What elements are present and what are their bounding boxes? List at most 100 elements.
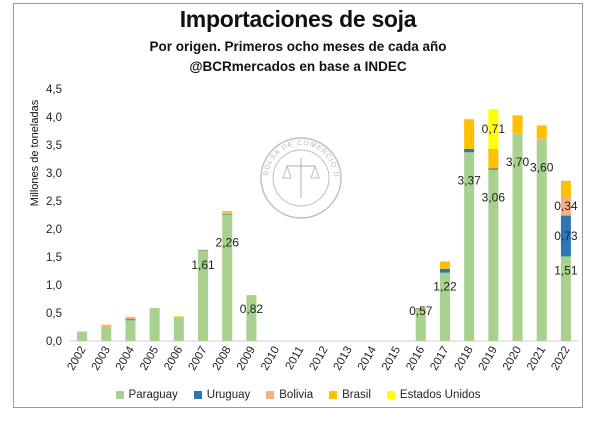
bars-group bbox=[77, 109, 571, 341]
bar-segment-paraguay bbox=[246, 295, 257, 341]
bar-segment-brasil bbox=[173, 316, 184, 317]
bar-segment-brasil bbox=[101, 324, 112, 326]
y-tick-label: 4,5 bbox=[46, 84, 62, 96]
x-tick-label: 2014 bbox=[356, 344, 379, 373]
bar-segment-paraguay bbox=[198, 250, 209, 341]
x-tick-label: 2017 bbox=[428, 345, 451, 373]
y-axis-title: Millones de toneladas bbox=[29, 99, 41, 206]
bar-segment-brasil bbox=[439, 261, 450, 269]
legend-item-uruguay: Uruguay bbox=[193, 389, 251, 401]
y-tick-label: 0,5 bbox=[46, 308, 62, 320]
data-label: 1,22 bbox=[433, 280, 457, 294]
bar-segment-uruguay bbox=[464, 148, 475, 153]
bar-segment-uruguay bbox=[415, 308, 426, 310]
x-tick-label: 2011 bbox=[284, 345, 307, 372]
y-tick-label: 1,0 bbox=[46, 280, 62, 292]
bar-segment-brasil bbox=[222, 211, 233, 213]
data-label: 0,73 bbox=[554, 229, 578, 243]
x-tick-label: 2003 bbox=[90, 345, 113, 373]
bar-segment-uruguay bbox=[125, 319, 136, 321]
legend-swatch bbox=[386, 391, 395, 399]
data-label: 3,37 bbox=[457, 173, 481, 187]
y-tick-label: 2,0 bbox=[46, 224, 62, 236]
chart-title: Importaciones de soja bbox=[179, 6, 417, 32]
legend-swatch bbox=[115, 391, 124, 399]
chart-source: @BCRmercados en base a INDEC bbox=[189, 59, 407, 74]
data-label: 0,34 bbox=[554, 199, 578, 213]
legend-label: Paraguay bbox=[128, 389, 178, 401]
y-tick-label: 3,0 bbox=[46, 168, 62, 180]
bar-segment-paraguay bbox=[222, 214, 233, 341]
data-label: 2,26 bbox=[216, 235, 240, 249]
x-tick-label: 2006 bbox=[162, 345, 185, 373]
data-label: 1,51 bbox=[554, 263, 578, 277]
bar-segment-uruguay bbox=[560, 215, 571, 257]
x-tick-label: 2012 bbox=[307, 345, 330, 373]
y-tick-label: 3,5 bbox=[46, 140, 62, 152]
data-label: 0,71 bbox=[482, 122, 506, 136]
legend: Paraguay Uruguay Bolivia Brasil Estados Unid… bbox=[0, 389, 596, 401]
x-tick-label: 2004 bbox=[114, 344, 137, 373]
bar-segment-paraguay bbox=[464, 152, 475, 341]
data-label: 3,60 bbox=[530, 160, 554, 174]
y-tick-label: 1,5 bbox=[46, 252, 62, 264]
bar-segment-uruguay bbox=[488, 168, 499, 170]
x-tick-label: 2015 bbox=[380, 345, 403, 373]
bar-segment-brasil bbox=[560, 180, 571, 197]
bar-segment-paraguay bbox=[173, 318, 184, 341]
legend-swatch bbox=[193, 391, 202, 399]
y-axis-title-group: Millones de toneladas bbox=[29, 99, 41, 206]
bar-segment-brasil bbox=[125, 316, 136, 318]
bar-segment-brasil bbox=[488, 148, 499, 169]
data-label: 1,61 bbox=[191, 258, 215, 272]
bcr-seal-watermark: BOLSA DE COMERCIO DE ROSARIO bbox=[0, 0, 342, 219]
legend-item-estados-unidos: Estados Unidos bbox=[386, 389, 481, 401]
x-tick-label: 2008 bbox=[211, 345, 234, 373]
bar-segment-brasil bbox=[198, 249, 209, 251]
bar-segment-brasil bbox=[512, 115, 523, 134]
bar-segment-brasil bbox=[536, 125, 547, 139]
x-tick-label: 2002 bbox=[66, 345, 89, 373]
legend-label: Estados Unidos bbox=[399, 389, 481, 401]
bar-segment-bolivia bbox=[536, 138, 547, 140]
bar-segment-paraguay bbox=[125, 320, 136, 341]
data-label: 0,82 bbox=[240, 302, 264, 316]
y-tick-label: 2,5 bbox=[46, 196, 62, 208]
bar-segment-paraguay bbox=[488, 169, 499, 341]
x-tick-label: 2009 bbox=[235, 345, 258, 373]
legend-item-brasil: Brasil bbox=[329, 389, 371, 401]
x-tick-label: 2010 bbox=[259, 345, 282, 373]
legend-label: Bolivia bbox=[279, 389, 314, 401]
x-tick-label: 2016 bbox=[404, 345, 427, 373]
legend-item-paraguay: Paraguay bbox=[115, 389, 178, 401]
x-tick-label: 2021 bbox=[525, 345, 548, 373]
chart-subtitle: Por origen. Primeros ocho meses de cada … bbox=[149, 39, 447, 54]
x-tick-label: 2022 bbox=[549, 345, 572, 373]
x-tick-label: 2020 bbox=[501, 345, 524, 373]
data-label: 3,06 bbox=[482, 191, 506, 205]
x-tick-label: 2007 bbox=[186, 345, 209, 373]
legend-swatch bbox=[266, 391, 275, 399]
bar-segment-paraguay bbox=[101, 327, 112, 341]
x-tick-label: 2005 bbox=[138, 345, 161, 373]
bar-segment-uruguay bbox=[198, 250, 209, 251]
bar-segment-paraguay bbox=[439, 272, 450, 341]
y-tick-label: 4,0 bbox=[46, 112, 62, 124]
bar-segment-bolivia bbox=[173, 316, 184, 319]
legend-label: Uruguay bbox=[206, 389, 251, 401]
y-tick-label: 0,0 bbox=[46, 336, 62, 348]
bar-segment-paraguay bbox=[415, 309, 426, 341]
bar-segment-paraguay bbox=[512, 133, 523, 341]
x-tick-label: 2018 bbox=[453, 345, 476, 373]
bar-segment-brasil bbox=[415, 307, 426, 309]
bar-segment-paraguay bbox=[149, 307, 160, 341]
bar-segment-bolivia bbox=[222, 212, 233, 214]
bar-segment-paraguay bbox=[77, 331, 88, 341]
bar-segment-bolivia bbox=[125, 317, 136, 320]
bar-segment-brasil bbox=[464, 119, 475, 149]
bar-segment-bolivia bbox=[101, 325, 112, 327]
x-tick-label: 2019 bbox=[477, 345, 500, 373]
data-labels-group: 1,612,26 0,82 0,571,22 3,373,06 0,71 3,70 3,60… bbox=[191, 122, 578, 318]
legend-item-bolivia: Bolivia bbox=[266, 389, 313, 401]
